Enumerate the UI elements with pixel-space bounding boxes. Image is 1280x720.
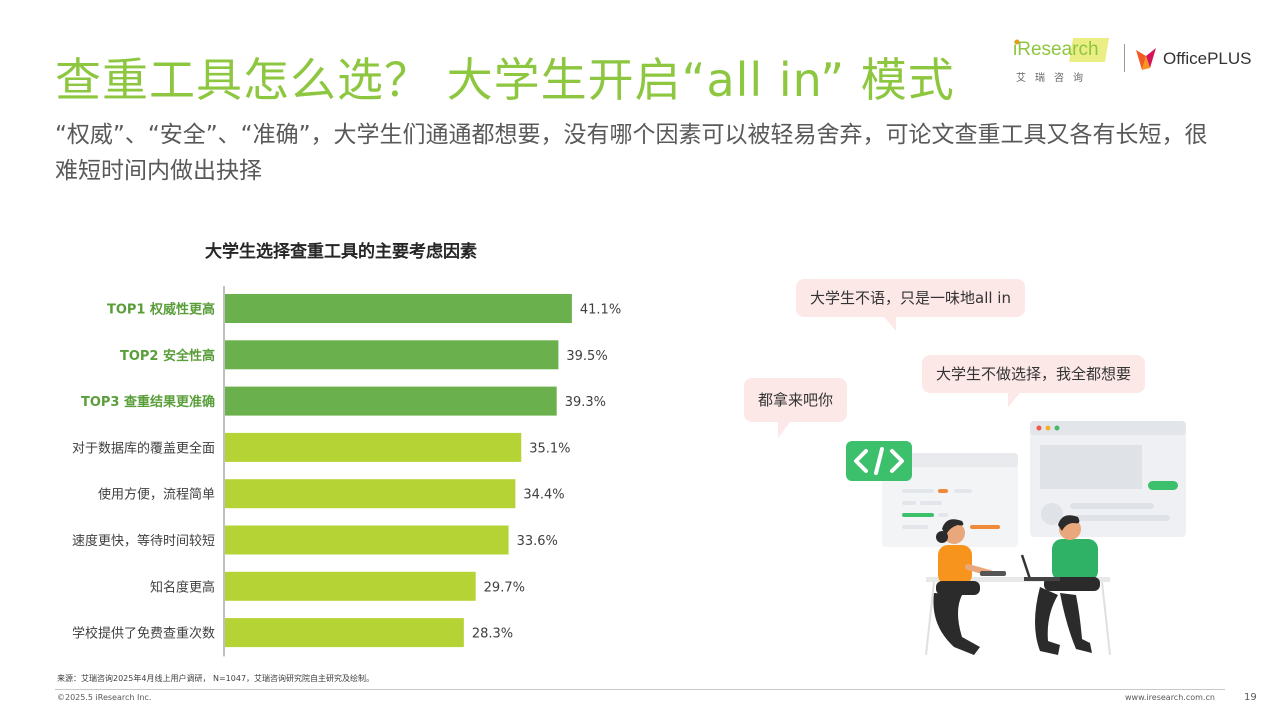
bar-chart: TOP1 权威性更高 41.1% TOP2 安全性高 39.5% TOP3 查重结果更准… bbox=[72, 286, 621, 657]
bar-7 bbox=[225, 571, 476, 601]
category-label-4: 对于数据库的覆盖更全面 bbox=[72, 440, 215, 456]
copyright: ©2025.5 iResearch Inc. bbox=[57, 693, 152, 702]
student-girl bbox=[933, 519, 1006, 655]
page-subtitle: “权威”、“安全”、“准确”，大学生们通通都想要，没有哪个因素可以被轻易舍弃，可… bbox=[55, 122, 1208, 184]
chart-title: 大学生选择查重工具的主要考虑因素 bbox=[205, 242, 477, 262]
category-label-5: 使用方便，流程简单 bbox=[98, 487, 215, 503]
speech-bubble-1-tail bbox=[884, 317, 896, 331]
page-number: 19 bbox=[1244, 692, 1257, 703]
category-label-6: 速度更快，等待时间较短 bbox=[72, 533, 215, 549]
footer-divider bbox=[55, 689, 1225, 690]
speech-bubble-1-text: 大学生不语，只是一味地all in bbox=[810, 289, 1011, 307]
bar-2 bbox=[225, 340, 559, 370]
bar-6 bbox=[225, 525, 509, 555]
back-browser-window bbox=[1030, 421, 1186, 537]
value-label-1: 41.1% bbox=[580, 303, 621, 318]
value-label-2: 39.5% bbox=[566, 349, 607, 364]
iresearch-logo: iResearch 艾瑞咨询 bbox=[1013, 36, 1113, 88]
officeplus-logo-text: OfficePLUS bbox=[1163, 49, 1252, 68]
category-label-3: TOP3 查重结果更准确 bbox=[81, 394, 215, 410]
logo-separator bbox=[1124, 44, 1125, 72]
speech-bubble-3: 都拿来吧你 bbox=[744, 378, 848, 438]
speech-bubble-1: 大学生不语，只是一味地all in bbox=[796, 279, 1025, 331]
speech-bubble-3-tail bbox=[778, 422, 790, 438]
bar-5 bbox=[225, 479, 516, 509]
value-label-5: 34.4% bbox=[523, 488, 564, 503]
bar-1 bbox=[225, 294, 572, 323]
iresearch-logo-mark bbox=[1014, 38, 1109, 62]
source-note: 来源：艾瑞咨询2025年4月线上用户调研， N=1047，艾瑞咨询研究院自主研究… bbox=[57, 674, 375, 683]
value-label-6: 33.6% bbox=[517, 534, 558, 549]
category-label-2: TOP2 安全性高 bbox=[120, 348, 215, 364]
value-label-8: 28.3% bbox=[472, 627, 513, 642]
speech-bubble-2: 大学生不做选择，我全都想要 bbox=[922, 355, 1146, 407]
speech-bubble-2-tail bbox=[1008, 393, 1020, 407]
value-label-4: 35.1% bbox=[529, 441, 570, 456]
page-title: 查重工具怎么选？ 大学生开启“all in” 模式 bbox=[55, 53, 955, 107]
officeplus-icon bbox=[1136, 48, 1156, 70]
iresearch-logo-word: iResearch bbox=[1013, 39, 1099, 60]
bar-4 bbox=[225, 432, 522, 462]
table bbox=[925, 577, 1111, 656]
category-label-7: 知名度更高 bbox=[150, 579, 215, 595]
speech-bubble-3-text: 都拿来吧你 bbox=[758, 391, 834, 409]
iresearch-logo-cn: 艾瑞咨询 bbox=[1016, 73, 1092, 84]
student-boy bbox=[1020, 515, 1100, 655]
category-label-8: 学校提供了免费查重次数 bbox=[72, 626, 215, 642]
students-illustration bbox=[846, 421, 1186, 656]
bar-3 bbox=[225, 386, 557, 416]
speech-bubble-2-text: 大学生不做选择，我全都想要 bbox=[936, 365, 1132, 383]
bar-8 bbox=[225, 618, 464, 648]
value-label-7: 29.7% bbox=[484, 580, 525, 595]
front-browser-window bbox=[882, 453, 1018, 547]
category-label-1: TOP1 权威性更高 bbox=[107, 302, 215, 318]
site-url: www.iresearch.com.cn bbox=[1125, 693, 1215, 702]
value-label-3: 39.3% bbox=[565, 395, 606, 410]
code-brackets-icon bbox=[846, 441, 912, 481]
officeplus-logo: OfficePLUS bbox=[1134, 44, 1252, 74]
